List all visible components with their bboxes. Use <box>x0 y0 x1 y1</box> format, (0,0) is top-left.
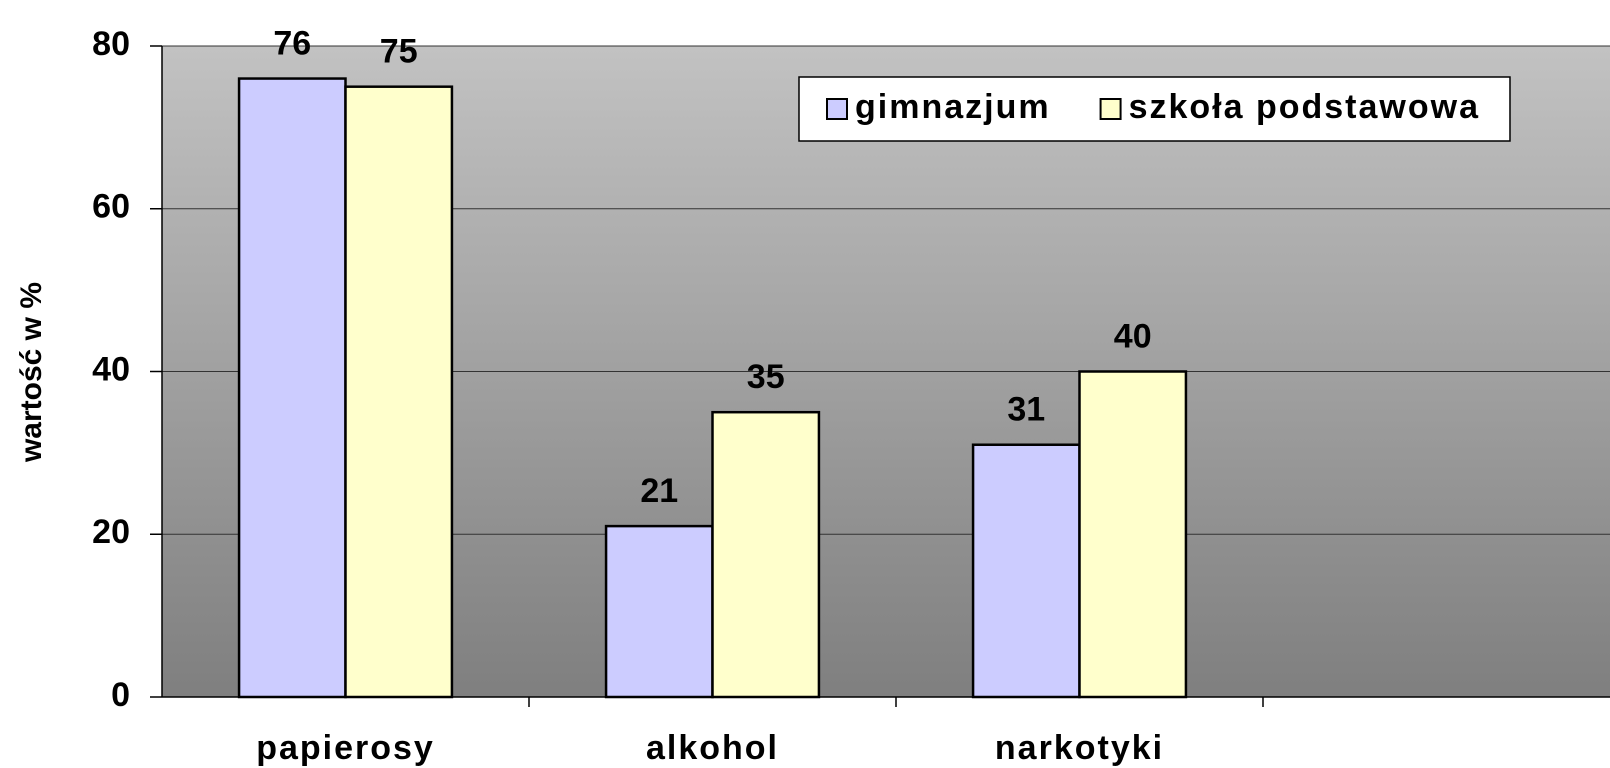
bar <box>971 443 1081 699</box>
x-tick-label: papierosy <box>256 729 435 767</box>
value-label: 76 <box>273 25 311 63</box>
legend-label: szkoła podstawowa <box>1129 88 1480 126</box>
legend-swatch <box>826 98 848 120</box>
y-tick-label: 0 <box>111 676 130 714</box>
bar <box>604 524 714 699</box>
legend-label: gimnazjum <box>855 88 1051 126</box>
value-label: 31 <box>1007 391 1045 429</box>
bar <box>344 85 454 699</box>
value-label: 40 <box>1114 317 1152 355</box>
y-tick-label: 20 <box>92 513 130 551</box>
legend <box>798 76 1511 142</box>
y-tick-label: 60 <box>92 188 130 226</box>
value-label: 35 <box>747 358 785 396</box>
x-tick-label: narkotyki <box>995 729 1164 767</box>
value-label: 75 <box>380 33 418 71</box>
bar <box>1078 370 1188 699</box>
value-label: 21 <box>640 472 678 510</box>
y-tick-label: 40 <box>92 350 130 388</box>
x-tick-label: alkohol <box>646 729 779 767</box>
y-tick-label: 80 <box>92 25 130 63</box>
y-axis-label: wartość w % <box>15 282 48 463</box>
bar <box>237 77 347 699</box>
legend-swatch <box>1099 98 1122 120</box>
bar <box>711 410 821 699</box>
